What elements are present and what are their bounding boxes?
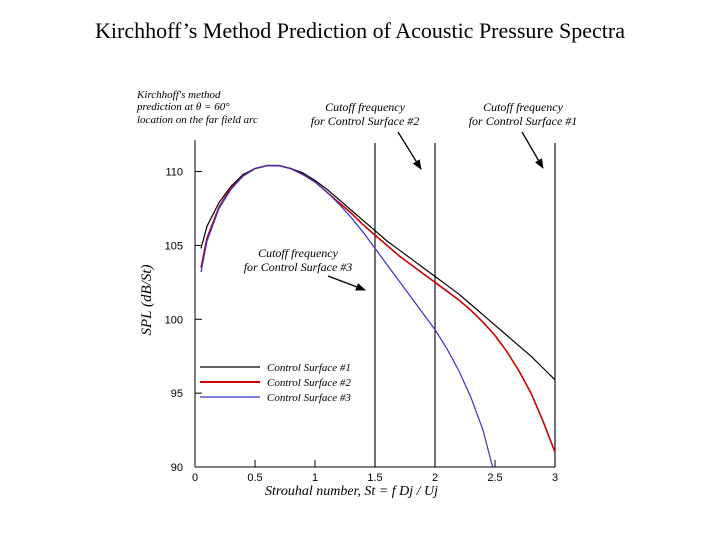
x-tick-label: 0 [192,472,198,484]
x-axis-label: Strouhal number, St = f Dj / Uj [265,484,438,499]
y-tick-label: 105 [165,240,183,252]
series-line-cs3 [200,165,494,468]
cs2-note-line2: for Control Surface #2 [311,114,420,128]
legend-label-cs3: Control Surface #3 [267,392,351,404]
cs2-arrow [397,131,422,170]
series-line-cs2 [200,164,556,453]
x-tick-label: 0.5 [247,472,262,484]
x-tick-label: 3 [552,472,558,484]
x-tick-label: 1.5 [367,472,382,484]
cs3-arrow [327,275,366,291]
y-axis-label: SPL (dB/St) [139,265,155,336]
series-lines [200,164,556,468]
y-tick-label: 100 [165,314,183,326]
cs3-note-line1: Cutoff frequency [258,246,339,260]
observer-note-line3: location on the far field arc [137,114,258,126]
observer-note-line2: prediction at θ = 60° [136,101,230,113]
cutoff-lines [374,143,556,467]
x-tick-label: 1 [312,472,318,484]
page-title: Kirchhoff’s Method Prediction of Acousti… [95,18,625,43]
observer-note-line1: Kirchhoff's method [136,89,221,101]
legend: Control Surface #1 Control Surface #2 Co… [200,362,351,404]
cs3-note-line2: for Control Surface #3 [244,260,353,274]
y-tick-label: 90 [171,462,183,474]
legend-label-cs1: Control Surface #1 [267,362,351,374]
y-tick-label: 95 [171,388,183,400]
y-tick-label: 110 [165,167,183,179]
cs1-arrow [521,131,544,169]
cs2-note-line1: Cutoff frequency [325,100,406,114]
x-tick-label: 2.5 [487,472,502,484]
x-tick-label: 2 [432,472,438,484]
cs1-note-line1: Cutoff frequency [483,100,564,114]
legend-label-cs2: Control Surface #2 [267,377,351,389]
axis-ticks: 0 0.5 1 1.5 2 2.5 3 90 95 100 105 110 [165,167,558,484]
cs1-note-line2: for Control Surface #1 [469,114,578,128]
